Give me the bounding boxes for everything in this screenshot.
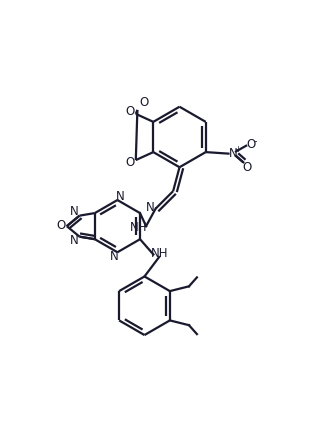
Text: O: O [125,105,135,118]
Text: NH: NH [130,221,148,234]
Text: O: O [247,138,256,151]
Text: N: N [110,249,119,263]
Text: N: N [229,147,238,160]
Text: +: + [234,145,241,154]
Text: -: - [253,136,257,146]
Text: N: N [70,234,79,247]
Text: O: O [56,219,66,232]
Text: O: O [125,156,135,169]
Text: N: N [116,190,125,203]
Text: O: O [243,160,252,174]
Text: N: N [145,201,154,214]
Text: NH: NH [150,247,168,260]
Text: O: O [139,96,148,109]
Text: N: N [70,205,79,218]
